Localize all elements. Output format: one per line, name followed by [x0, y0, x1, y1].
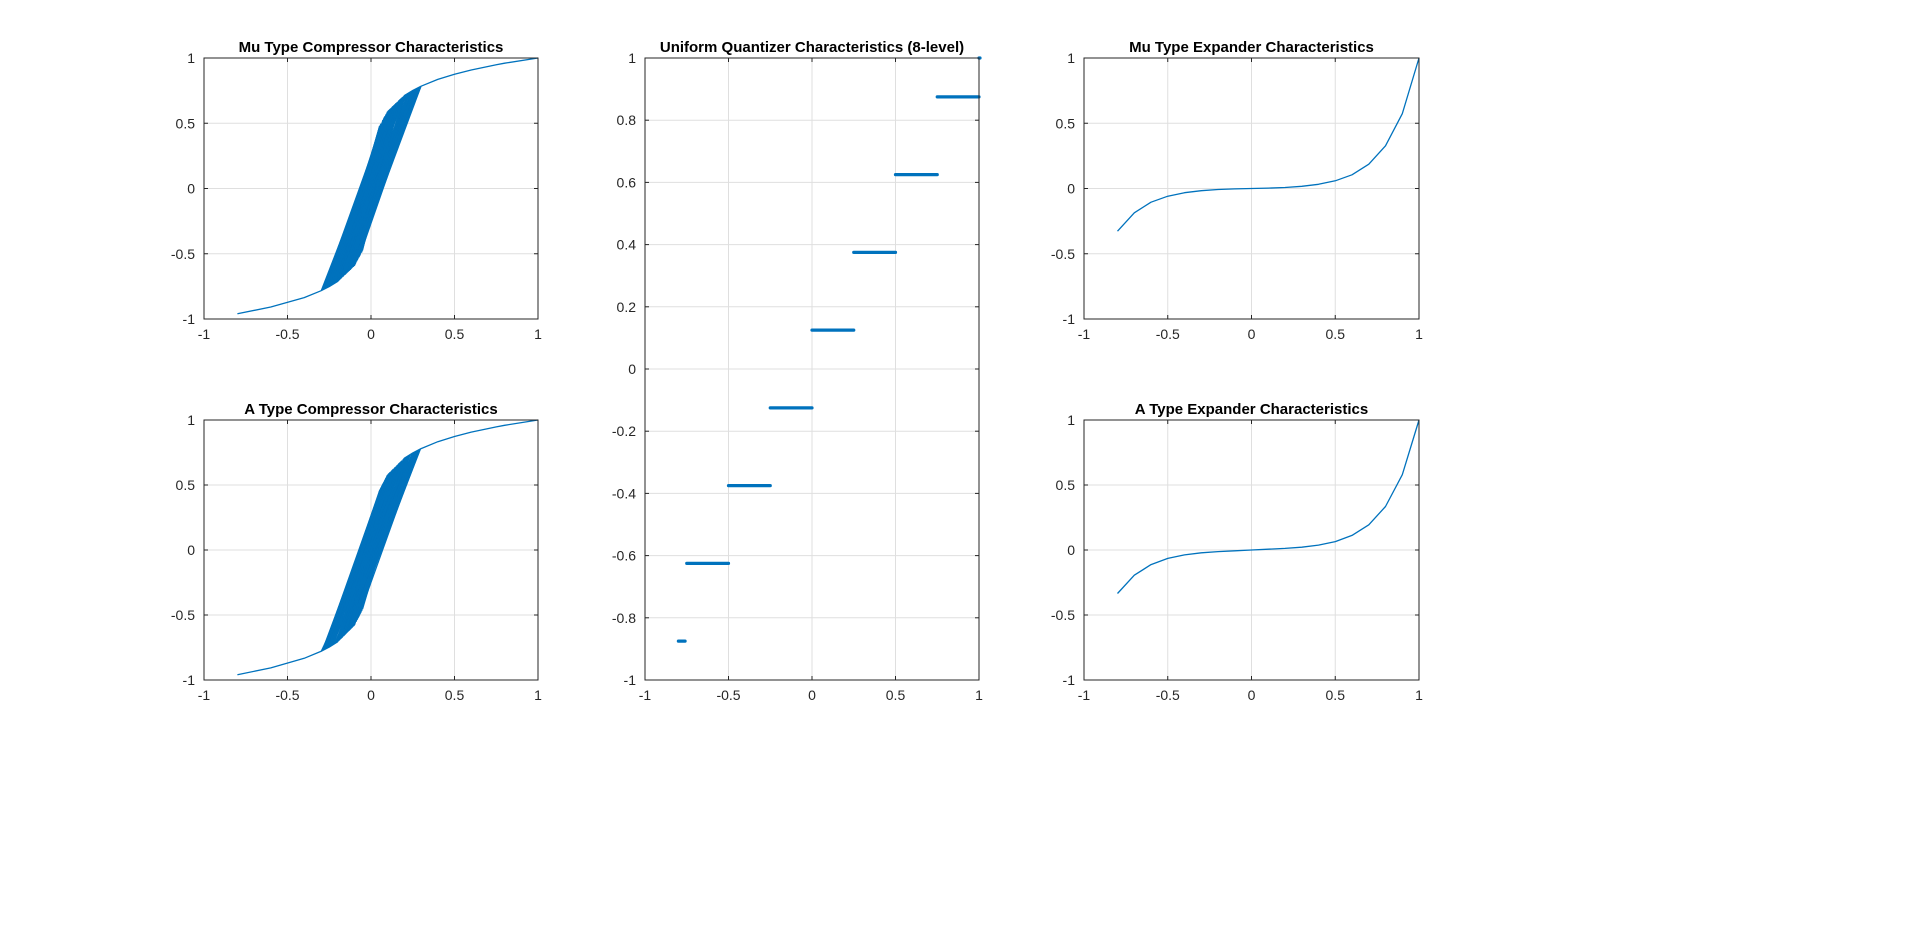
a-expander-axes: -1 -0.5 0 0.5 1 -1 -0.5 0 0.5 1 A Type Expander Ch… [1051, 401, 1423, 703]
x-tick-label: 0 [808, 687, 816, 703]
y-tick-label: -1 [183, 311, 196, 327]
y-tick-label: -0.5 [171, 607, 195, 623]
x-tick-label: 0 [367, 326, 375, 342]
y-tick-label: 1 [1067, 50, 1075, 66]
chart-title: A Type Expander Characteristics [1135, 401, 1368, 418]
x-tick-label: -0.5 [275, 687, 299, 703]
y-tick-label: -1 [624, 672, 637, 688]
chart-title: Mu Type Compressor Characteristics [239, 39, 504, 56]
x-tick-label: 0.5 [1326, 687, 1346, 703]
y-tick-label: -0.5 [171, 246, 195, 262]
y-tick-label: 1 [1067, 412, 1075, 428]
y-tick-label: 0.5 [1056, 477, 1076, 493]
data-segment [322, 114, 387, 290]
uniform-quantizer-axes: -1 -0.5 0 0.5 1 -1 -0.8 -0.6 -0.4 -0.2 0 0.2 0.4 0.6 0… [612, 39, 983, 703]
y-tick-label: 1 [187, 50, 195, 66]
data-segment [324, 461, 402, 650]
x-tick-label: 1 [1415, 326, 1423, 342]
data-line [1117, 57, 1420, 232]
a-compressor-axes: -1 -0.5 0 0.5 1 -1 -0.5 0 0.5 1 A Type Compressor … [171, 401, 542, 703]
data-segment [324, 490, 381, 649]
y-tick-label: 0.2 [617, 299, 637, 315]
y-tick-label: -1 [1063, 672, 1076, 688]
x-tick-label: 1 [534, 326, 542, 342]
y-tick-label: -1 [183, 672, 196, 688]
data-line [1117, 419, 1420, 594]
data-segment [340, 450, 418, 639]
data-segment [324, 86, 421, 289]
x-tick-label: -1 [639, 687, 652, 703]
x-tick-label: -1 [198, 687, 211, 703]
x-tick-label: 0 [367, 687, 375, 703]
chart-title: Uniform Quantizer Characteristics (8-lev… [660, 39, 964, 56]
y-tick-label: -0.8 [612, 610, 636, 626]
x-tick-label: -1 [1078, 326, 1091, 342]
data-line [237, 419, 539, 676]
x-tick-label: -0.5 [1156, 687, 1180, 703]
y-tick-label: -0.5 [1051, 246, 1075, 262]
y-tick-label: 0 [1067, 181, 1075, 197]
y-tick-label: 1 [628, 50, 636, 66]
y-tick-label: -1 [1063, 311, 1076, 327]
data-layer [237, 419, 539, 676]
x-tick-label: 0 [1248, 326, 1256, 342]
x-tick-label: 1 [534, 687, 542, 703]
data-segment [353, 95, 405, 266]
data-layer [1117, 57, 1420, 232]
y-tick-label: 0 [1067, 542, 1075, 558]
chart-title: A Type Compressor Characteristics [244, 401, 497, 418]
data-layer [237, 57, 539, 315]
x-tick-label: 0.5 [445, 687, 465, 703]
data-segment [350, 449, 420, 629]
x-tick-label: -0.5 [1156, 326, 1180, 342]
x-tick-label: -0.5 [275, 326, 299, 342]
data-segment [336, 469, 394, 643]
y-tick-label: 0 [187, 181, 195, 197]
data-segment [349, 92, 410, 270]
y-tick-label: 0.5 [176, 477, 196, 493]
y-tick-label: 0.6 [617, 174, 637, 190]
x-tick-label: 0.5 [1326, 326, 1346, 342]
x-tick-label: 0.5 [445, 326, 465, 342]
x-tick-label: -0.5 [716, 687, 740, 703]
x-tick-label: 1 [1415, 687, 1423, 703]
y-tick-label: 0.5 [1056, 115, 1076, 131]
x-tick-label: 1 [975, 687, 983, 703]
data-segment [350, 487, 382, 629]
x-tick-label: 0 [1248, 687, 1256, 703]
y-tick-label: 0.8 [617, 112, 637, 128]
x-tick-label: -1 [1078, 687, 1091, 703]
mu-compressor-axes: -1 -0.5 0 0.5 1 -1 -0.5 0 0.5 1 Mu Type Compressor… [171, 39, 542, 342]
x-tick-label: 0.5 [886, 687, 906, 703]
data-layer [1117, 419, 1420, 594]
y-tick-label: 0 [628, 361, 636, 377]
x-tick-label: -1 [198, 326, 211, 342]
data-line [237, 57, 539, 315]
y-tick-label: 0 [187, 542, 195, 558]
data-layer [676, 56, 982, 643]
y-tick-label: 1 [187, 412, 195, 428]
y-tick-label: -0.6 [612, 548, 636, 564]
chart-title: Mu Type Expander Characteristics [1129, 39, 1374, 56]
data-segment [348, 452, 415, 631]
data-segment [330, 452, 415, 646]
y-tick-label: 0.5 [176, 115, 196, 131]
y-tick-label: 0.4 [617, 237, 637, 253]
mu-expander-axes: -1 -0.5 0 0.5 1 -1 -0.5 0 0.5 1 Mu Type Expander C… [1051, 39, 1423, 342]
y-tick-label: -0.5 [1051, 607, 1075, 623]
data-segment [333, 126, 381, 284]
y-tick-label: -0.2 [612, 423, 636, 439]
y-tick-label: -0.4 [612, 485, 636, 501]
